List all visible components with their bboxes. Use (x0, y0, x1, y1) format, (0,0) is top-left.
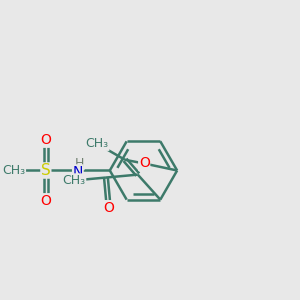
Text: S: S (41, 163, 51, 178)
Text: O: O (40, 194, 51, 208)
Text: O: O (103, 201, 114, 215)
Text: CH₃: CH₃ (2, 164, 26, 177)
Text: CH₃: CH₃ (62, 174, 86, 187)
Text: N: N (73, 165, 83, 179)
Text: CH₃: CH₃ (86, 137, 109, 150)
Text: O: O (139, 157, 150, 170)
Text: O: O (40, 133, 51, 147)
Text: H: H (75, 157, 84, 170)
